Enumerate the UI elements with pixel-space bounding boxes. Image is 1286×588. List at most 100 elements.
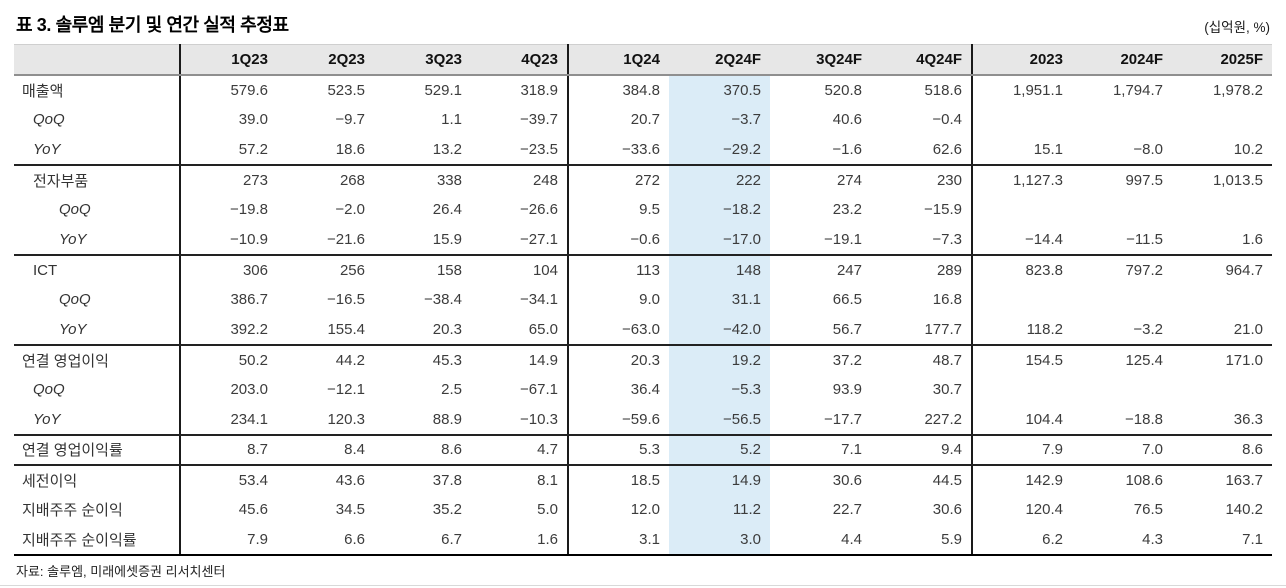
cell: −42.0 [669,314,770,346]
cell: 5.2 [669,434,770,466]
cell: −5.3 [669,374,770,405]
cell: 7.9 [180,524,277,556]
cell: −19.1 [770,224,871,256]
cell: 5.3 [568,434,669,466]
cell: −18.8 [1072,404,1172,436]
table-header-bar: 표 3. 솔루엠 분기 및 연간 실적 추정표 (십억원, %) [0,0,1286,37]
cell: −10.9 [180,224,277,256]
cell: −39.7 [471,104,569,135]
cell: 8.1 [471,464,569,495]
cell [972,195,1072,225]
row-label: QoQ [14,194,181,225]
cell: 154.5 [1025,351,1063,369]
cell: −29.2 [669,134,770,166]
cell: 370.5 [669,74,770,105]
table-row: YoY 234.1 120.3 88.9 −10.3 −59.6 −56.5 −17.7 227… [14,404,1272,436]
table-row: 지배주주 순이익률 7.9 6.6 6.7 1.6 3.1 3.0 4.4 5.9 6.2 4.3 7… [14,524,1272,556]
cell: 7.1 [1172,524,1272,556]
column-header-4Q24F: 4Q24F [871,44,973,76]
cell: 45.6 [238,501,268,518]
column-header-3Q24F: 3Q24F [770,44,871,76]
column-header-1Q23: 1Q23 [180,44,277,76]
table-row: QoQ 39.0 −9.7 1.1 −39.7 20.7 −3.7 40.6 −0.4 [14,104,1272,135]
cell: −56.5 [669,404,770,436]
cell: 37.2 [832,351,862,369]
row-label: 전자부품 [14,164,181,195]
cell: 10.2 [1172,134,1272,166]
cell: 40.6 [832,111,862,128]
cell: 76.5 [1133,501,1163,518]
cell: −27.1 [471,224,569,256]
estimates-table: 1Q23 2Q23 3Q23 4Q23 1Q24 2Q24F 3Q24F 4Q24F 2023 2… [14,44,1272,556]
cell: 7.9 [972,434,1072,466]
table-row: ICT 306 256 158 104 113 148 247 289 823.8 797.2 964… [14,254,1272,285]
row-label: YoY [14,134,181,166]
cell: 21.0 [1172,314,1272,346]
cell: 1.6 [471,524,569,556]
cell [1072,195,1172,225]
cell: 171.0 [1225,351,1263,369]
cell: −34.1 [471,284,569,315]
cell: 15.9 [374,224,471,256]
cell: 12.0 [630,501,660,518]
table-row: QoQ 203.0 −12.1 2.5 −67.1 36.4 −5.3 93.9 30.7 [14,374,1272,405]
cell [1172,375,1272,405]
cell: 230 [871,164,973,195]
table-row: 전자부품 273 268 338 248 272 222 274 230 1,127.3 997.5… [14,164,1272,195]
row-label: QoQ [14,284,181,315]
cell: 14.9 [669,464,770,495]
cell: 2.5 [441,381,462,398]
table-row: YoY −10.9 −21.6 15.9 −27.1 −0.6 −17.0 −19.1 −7.3… [14,224,1272,256]
cell: 8.4 [277,434,374,466]
cell: −16.5 [327,291,365,308]
cell: 65.0 [471,314,569,346]
cell: −7.3 [871,224,973,256]
header-row: 1Q23 2Q23 3Q23 4Q23 1Q24 2Q24F 3Q24F 4Q24F 2023 2… [14,44,1272,76]
cell: 1,951.1 [1012,81,1063,99]
cell [1172,285,1272,315]
cell: 7.0 [1072,434,1172,466]
cell: 30.6 [871,494,973,525]
table-row: QoQ 386.7 −16.5 −38.4 −34.1 9.0 31.1 66.5 16.8 [14,284,1272,315]
cell: 3.1 [568,524,669,556]
cell: 222 [669,164,770,195]
cell: −0.4 [871,104,973,135]
cell: 20.3 [630,351,660,369]
cell: 31.1 [669,284,770,315]
column-header-2Q24F: 2Q24F [669,44,770,76]
cell: 272 [634,171,660,189]
cell: 8.6 [1172,434,1272,466]
cell: 579.6 [230,81,268,99]
table-row: YoY 392.2 155.4 20.3 65.0 −63.0 −42.0 56.7 177.7… [14,314,1272,346]
column-header-4Q23: 4Q23 [471,44,569,76]
row-label: 지배주주 순이익률 [14,524,181,556]
row-label: YoY [14,224,181,256]
row-label: 지배주주 순이익 [14,494,181,525]
cell: 19.2 [669,344,770,375]
cell: −23.5 [471,134,569,166]
cell: 56.7 [770,314,871,346]
row-label: QoQ [14,104,181,135]
row-label: YoY [14,404,181,436]
cell: 36.4 [630,381,660,398]
cell: 4.7 [471,434,569,466]
cell: 273 [242,171,268,189]
table-title: 표 3. 솔루엠 분기 및 연간 실적 추정표 [16,15,289,35]
cell: 256 [339,261,365,279]
source-note: 자료: 솔루엠, 미래에셋증권 리서치센터 [16,563,226,579]
cell: 158 [436,261,462,279]
cell: −18.2 [669,194,770,225]
cell: 5.0 [471,494,569,525]
cell: 35.2 [432,501,462,518]
row-label: 매출액 [14,74,181,105]
cell: 1,794.7 [1112,81,1163,99]
unit-note: (십억원, %) [1204,20,1270,35]
cell: 113 [636,261,660,279]
cell: 9.5 [639,201,660,218]
cell: 23.2 [832,201,862,218]
cell: 26.4 [432,201,462,218]
cell: 15.1 [972,134,1072,166]
cell: −2.0 [335,201,365,218]
cell: 529.1 [424,81,462,99]
